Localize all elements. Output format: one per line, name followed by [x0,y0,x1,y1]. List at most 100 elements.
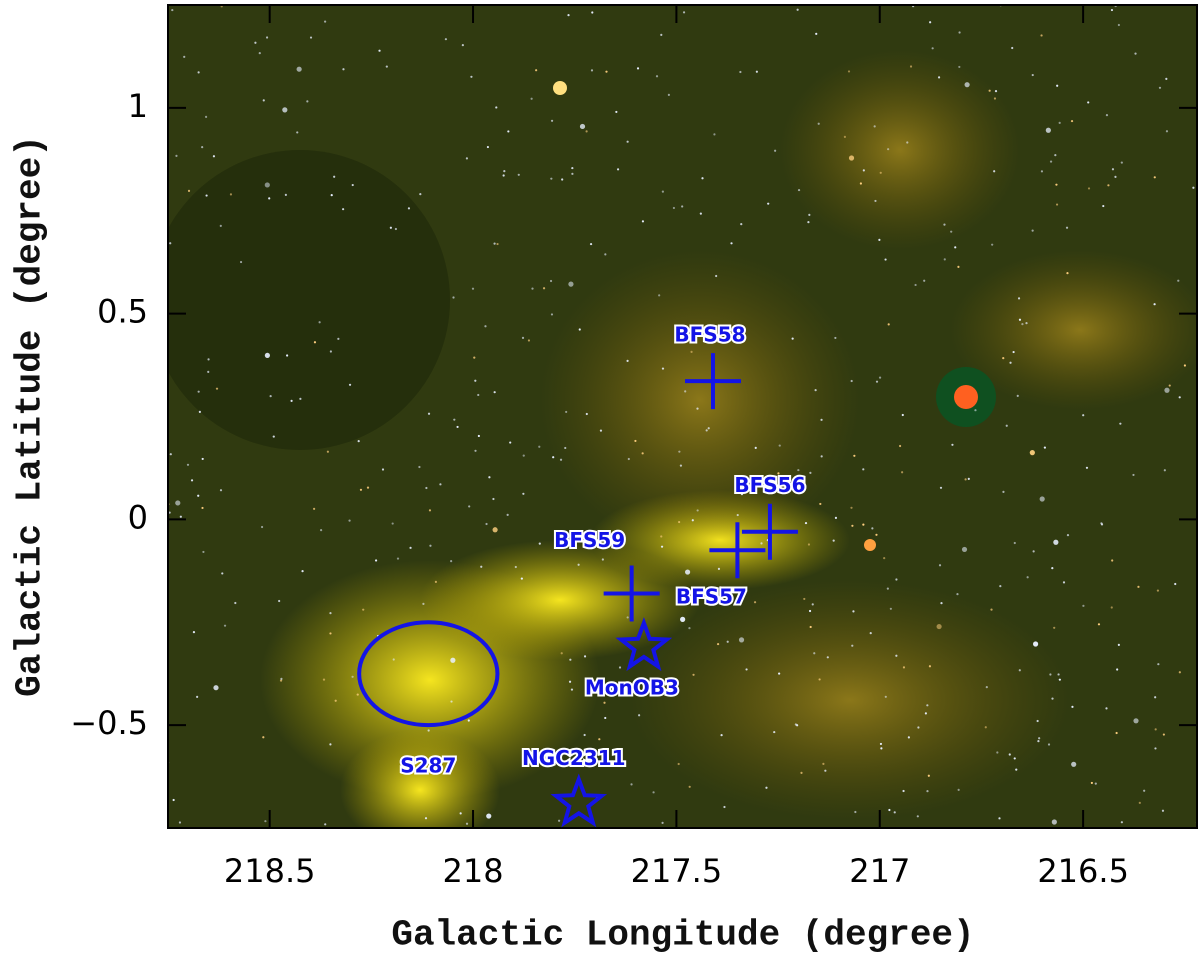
star-dot [895,654,898,657]
star-dot [661,821,664,825]
star-dot [1045,127,1051,133]
star-dot [495,106,498,109]
star-dot [943,258,946,261]
star-dot [851,644,854,647]
star-dot [450,560,453,563]
star-dot [342,208,345,211]
star-dot [366,486,370,489]
star-dot [777,472,780,475]
star-dot [739,70,742,74]
star-dot [169,242,172,245]
star-dot [351,675,354,678]
star-dot [394,227,397,231]
star-dot [213,685,219,691]
star-dot [1156,589,1160,592]
star-dot [396,557,400,560]
star-dot [820,455,823,458]
star-dot [688,785,691,788]
star-dot [439,483,442,486]
star-dot [219,489,223,492]
star-dot [381,468,385,471]
star-dot [538,542,541,545]
star-dot [1105,114,1109,117]
star-dot [926,790,929,793]
star-dot [778,444,781,447]
star-dot [809,471,812,475]
star-dot [990,608,993,611]
star-dot [561,178,564,181]
star-dot [559,458,563,461]
star-dot [192,631,196,634]
star-dot [550,177,553,180]
star-dot [362,608,365,611]
star-dot [444,38,448,41]
star-dot [468,505,471,508]
star-dot [808,213,811,217]
star-dot [221,572,224,575]
star-dot [229,193,233,196]
star-dot [1157,663,1160,666]
star-dot [1178,396,1181,399]
star-dot [318,321,321,324]
star-dot [313,507,316,510]
star-dot [223,624,227,627]
star-dot [324,823,327,826]
star-dot [521,336,525,339]
star-dot [205,194,208,197]
y-tick-label: −0.5 [70,704,148,742]
star-dot [745,668,748,671]
star-dot [879,171,882,174]
star-dot [549,279,553,283]
star-dot [893,811,896,814]
star-dot [502,174,505,177]
star-dot [465,822,469,825]
star-dot [924,712,927,715]
star-dot [467,719,470,722]
star-dot [493,391,496,394]
star-dot [599,429,603,432]
star-dot [175,500,181,506]
star-dot [807,221,810,224]
star-dot [822,762,825,766]
star-dot [357,440,360,443]
star-dot [564,446,567,450]
star-marker [615,617,673,672]
star-dot [661,190,664,193]
star-dot [898,444,902,448]
star-dot [1178,671,1181,674]
star-dot [859,182,862,185]
star-dot [660,535,663,538]
star-dot [434,580,438,584]
star-dot [465,157,469,160]
star-dot [268,197,271,200]
star-dot [1177,279,1180,282]
star-dot [988,89,991,92]
star-dot [378,49,381,52]
star-dot [604,716,607,720]
star-dot [991,243,994,246]
star-dot [201,506,204,510]
star-dot [826,656,829,659]
star-dot [577,563,580,566]
star-dot [324,20,327,23]
marker-label: BFS58 [674,323,745,347]
star-dot [887,148,890,151]
star-dot [279,679,283,682]
x-tick-label: 218.5 [224,852,316,890]
star-dot [984,726,987,729]
star-dot [484,325,487,328]
star-dot [1137,585,1140,588]
star-dot [652,791,655,794]
star-dot [1058,678,1061,681]
star-dot [329,612,332,615]
star-dot [348,519,351,522]
star-dot [880,747,883,750]
star-dot [1168,384,1171,387]
star-dot [290,399,293,402]
star-dot [1066,272,1069,275]
star-dot [604,253,607,256]
star-dot [565,410,568,414]
star-dot [655,75,659,78]
star-dot [767,202,770,205]
star-dot [278,599,281,603]
